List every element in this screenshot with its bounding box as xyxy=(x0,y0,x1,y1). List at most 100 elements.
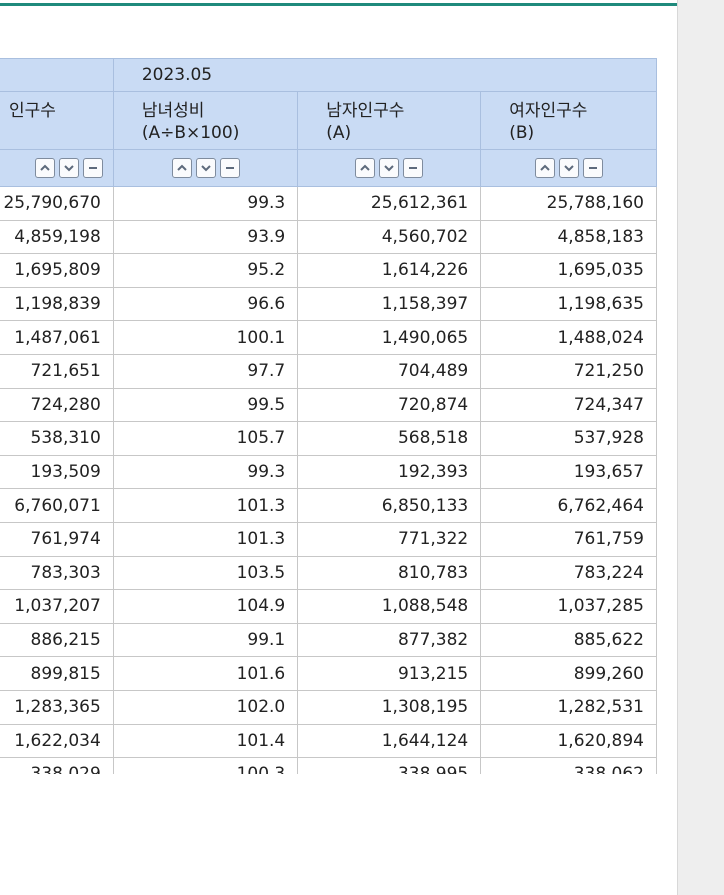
table-cell-population: 1,283,365 xyxy=(0,689,114,725)
table-cell-male-population: 1,614,226 xyxy=(297,253,482,288)
population-table: 2023.05 인구수 남녀성비 (A÷B×100) 남자인구수 (A) 여자인구수 (B)… xyxy=(0,58,658,774)
table-cell-male-population: 1,644,124 xyxy=(297,723,482,759)
table-cell-population: 1,487,061 xyxy=(0,320,114,355)
table-cell-female-population: 537,928 xyxy=(480,421,657,456)
column-header-line1: 남녀성비 xyxy=(141,101,205,121)
table-cell-female-population: 338,062 xyxy=(480,757,657,774)
column-header-line1: 남자인구수 xyxy=(326,101,405,121)
table-row: 899,815 101.6 913,215 899,260 xyxy=(0,656,657,691)
table-row: 724,280 99.5 720,874 724,347 xyxy=(0,387,657,423)
column-controls-female-population xyxy=(480,149,657,187)
remove-column-icon[interactable] xyxy=(82,158,103,178)
table-cell-population: 783,303 xyxy=(0,555,114,591)
table-cell-male-population: 1,490,065 xyxy=(297,320,482,355)
table-cell-sex-ratio: 100.1 xyxy=(112,320,299,355)
table-cell-female-population: 721,250 xyxy=(480,353,657,389)
table-cell-female-population: 4,858,183 xyxy=(480,219,657,255)
column-header-male-population: 남자인구수 (A) xyxy=(297,91,482,150)
table-cell-population: 1,622,034 xyxy=(0,723,114,759)
table-cell-population: 538,310 xyxy=(0,421,114,456)
sort-descending-icon[interactable] xyxy=(558,158,579,178)
table-cell-male-population: 877,382 xyxy=(297,622,482,658)
table-cell-population: 25,790,670 xyxy=(0,186,114,221)
table-row: 4,859,198 93.9 4,560,702 4,858,183 xyxy=(0,219,657,255)
table-cell-female-population: 6,762,464 xyxy=(480,488,657,523)
table-row: 1,487,061 100.1 1,490,065 1,488,024 xyxy=(0,320,657,355)
table-cell-sex-ratio: 95.2 xyxy=(112,253,299,288)
table-row: 783,303 103.5 810,783 783,224 xyxy=(0,555,657,591)
table-cell-population: 6,760,071 xyxy=(0,488,114,523)
table-cell-sex-ratio: 99.3 xyxy=(112,186,299,221)
table-cell-female-population: 193,657 xyxy=(480,454,657,490)
column-header-line2: (B) xyxy=(509,123,535,143)
table-cell-population: 886,215 xyxy=(0,622,114,658)
table-cell-female-population: 899,260 xyxy=(480,656,657,691)
table-cell-female-population: 1,282,531 xyxy=(480,689,657,725)
sort-ascending-icon[interactable] xyxy=(34,158,55,178)
remove-column-icon[interactable] xyxy=(582,158,603,178)
data-table-viewport: 2023.05 인구수 남녀성비 (A÷B×100) 남자인구수 (A) 여자인구수 (B)… xyxy=(0,58,677,774)
table-row: 1,037,207 104.9 1,088,548 1,037,285 xyxy=(0,589,657,624)
table-cell-population: 1,695,809 xyxy=(0,253,114,288)
column-header-line2: (A) xyxy=(326,123,352,143)
table-cell-population: 1,198,839 xyxy=(0,286,114,322)
table-row: 1,198,839 96.6 1,158,397 1,198,635 xyxy=(0,286,657,322)
table-cell-sex-ratio: 105.7 xyxy=(112,421,299,456)
table-cell-sex-ratio: 103.5 xyxy=(112,555,299,591)
table-row: 538,310 105.7 568,518 537,928 xyxy=(0,421,657,456)
table-cell-population: 193,509 xyxy=(0,454,114,490)
table-cell-sex-ratio: 101.3 xyxy=(112,488,299,523)
sort-ascending-icon[interactable] xyxy=(534,158,555,178)
column-header-line1: 여자인구수 xyxy=(509,101,588,121)
table-cell-sex-ratio: 102.0 xyxy=(112,689,299,725)
table-cell-population: 761,974 xyxy=(0,521,114,557)
table-cell-sex-ratio: 101.4 xyxy=(112,723,299,759)
table-cell-male-population: 338,995 xyxy=(297,757,482,774)
table-cell-female-population: 25,788,160 xyxy=(480,186,657,221)
remove-column-icon[interactable] xyxy=(403,158,424,178)
table-cell-sex-ratio: 93.9 xyxy=(112,219,299,255)
table-cell-population: 1,037,207 xyxy=(0,589,114,624)
table-cell-female-population: 1,198,635 xyxy=(480,286,657,322)
period-header: 2023.05 xyxy=(112,58,658,92)
table-cell-sex-ratio: 96.6 xyxy=(112,286,299,322)
sort-descending-icon[interactable] xyxy=(58,158,79,178)
column-controls-male-population xyxy=(297,149,482,187)
table-cell-male-population: 4,560,702 xyxy=(297,219,482,255)
column-header-female-population: 여자인구수 (B) xyxy=(480,91,657,150)
table-cell-sex-ratio: 104.9 xyxy=(112,589,299,624)
sort-descending-icon[interactable] xyxy=(195,158,216,178)
table-cell-male-population: 192,393 xyxy=(297,454,482,490)
table-row: 721,651 97.7 704,489 721,250 xyxy=(0,353,657,389)
table-row: 761,974 101.3 771,322 761,759 xyxy=(0,521,657,557)
table-cell-male-population: 25,612,361 xyxy=(297,186,482,221)
table-cell-sex-ratio: 99.5 xyxy=(112,387,299,423)
table-cell-male-population: 704,489 xyxy=(297,353,482,389)
table-cell-male-population: 1,158,397 xyxy=(297,286,482,322)
table-cell-female-population: 1,488,024 xyxy=(480,320,657,355)
table-cell-population: 4,859,198 xyxy=(0,219,114,255)
column-header-line2: (A÷B×100) xyxy=(141,123,240,143)
table-cell-male-population: 6,850,133 xyxy=(297,488,482,523)
table-cell-male-population: 810,783 xyxy=(297,555,482,591)
table-cell-sex-ratio: 97.7 xyxy=(112,353,299,389)
table-row: 6,760,071 101.3 6,850,133 6,762,464 xyxy=(0,488,657,523)
sort-ascending-icon[interactable] xyxy=(355,158,376,178)
table-row: 338,029100.3338,995338,062 xyxy=(0,757,657,774)
column-header-sex-ratio: 남녀성비 (A÷B×100) xyxy=(112,91,299,150)
table-cell-population: 899,815 xyxy=(0,656,114,691)
table-cell-female-population: 1,037,285 xyxy=(480,589,657,624)
top-accent-bar xyxy=(0,3,677,6)
table-cell-sex-ratio: 101.3 xyxy=(112,521,299,557)
table-row: 25,790,670 99.3 25,612,361 25,788,160 xyxy=(0,186,657,221)
table-cell-population: 338,029 xyxy=(0,757,114,774)
sort-descending-icon[interactable] xyxy=(379,158,400,178)
table-row: 1,283,365 102.0 1,308,195 1,282,531 xyxy=(0,689,657,725)
column-header-line1: 인구수 xyxy=(9,101,56,121)
column-header-population: 인구수 xyxy=(0,91,114,150)
table-cell-female-population: 783,224 xyxy=(480,555,657,591)
sort-ascending-icon[interactable] xyxy=(171,158,192,178)
vertical-scrollbar-track[interactable] xyxy=(677,0,724,895)
table-cell-female-population: 1,695,035 xyxy=(480,253,657,288)
remove-column-icon[interactable] xyxy=(219,158,240,178)
